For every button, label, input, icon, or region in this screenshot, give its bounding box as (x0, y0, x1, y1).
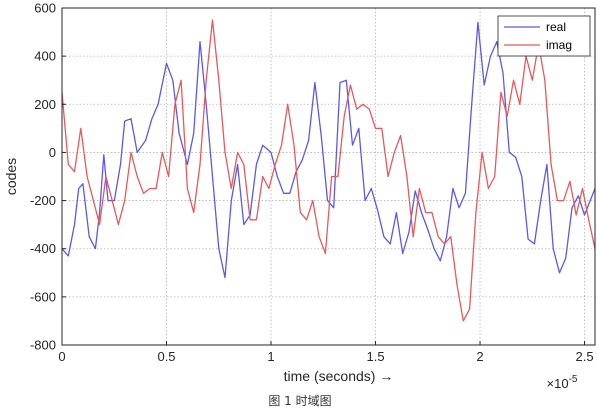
x-tick-label: 0 (58, 349, 65, 364)
x-axis-multiplier-base: ×10 (547, 376, 569, 391)
series-layer (62, 19, 595, 322)
y-tick-label: -400 (30, 241, 56, 256)
y-tick-label: 0 (49, 145, 56, 160)
legend-label-real: real (546, 20, 566, 34)
ticks: 0 0.5 1 1.5 2 2.5 -800 -600 -400 -200 0 200 400 600 (30, 1, 594, 365)
y-tick-label: -800 (30, 338, 56, 353)
y-tick-label: 400 (34, 49, 56, 64)
x-axis-multiplier-exponent: -5 (569, 374, 578, 385)
x-axis-multiplier: ×10-5 (547, 374, 578, 391)
x-tick-label: 0.5 (157, 349, 175, 364)
y-tick-label: 600 (34, 1, 56, 16)
plot-frame (61, 7, 596, 346)
y-tick-label: -600 (30, 289, 56, 304)
legend: real imag (497, 15, 591, 57)
y-axis-label: codes (3, 158, 19, 195)
series-line-real (62, 21, 595, 279)
x-tick-label: 2.5 (576, 349, 594, 364)
figure-caption: 图 1 时域图 (268, 394, 331, 408)
grid (61, 7, 595, 346)
y-tick-label: -200 (30, 193, 56, 208)
y-tick-label: 200 (34, 97, 56, 112)
x-axis-label: time (seconds) → (284, 368, 394, 384)
legend-box (497, 15, 591, 57)
series-line-imag (62, 19, 595, 322)
legend-label-imag: imag (546, 38, 572, 52)
x-tick-label: 2 (476, 349, 483, 364)
x-tick-label: 1.5 (366, 349, 384, 364)
x-tick-label: 1 (267, 349, 274, 364)
